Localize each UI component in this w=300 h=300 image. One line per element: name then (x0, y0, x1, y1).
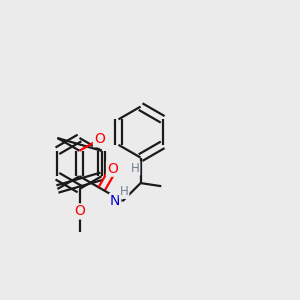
Text: O: O (107, 162, 118, 176)
Text: H: H (131, 162, 140, 175)
Text: O: O (94, 132, 105, 146)
Text: N: N (110, 194, 120, 208)
Text: H: H (120, 185, 128, 198)
Text: O: O (74, 204, 85, 218)
